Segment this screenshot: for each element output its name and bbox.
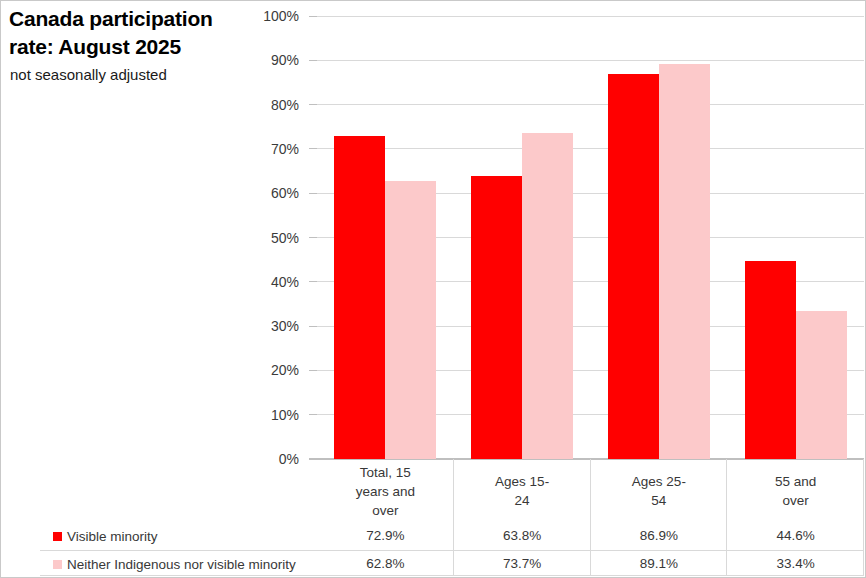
legend-swatch-neither <box>53 560 62 569</box>
y-axis-label: 80% <box>237 96 299 114</box>
category-label-line: 55 and <box>775 472 816 491</box>
bar-neither-1 <box>522 133 573 459</box>
bar-neither-3 <box>796 311 847 459</box>
y-axis-tick <box>309 414 317 415</box>
chart-title: Canada participation rate: August 2025 <box>9 5 239 61</box>
table-value-r0-c0: 72.9% <box>317 521 454 550</box>
bar-visible-minority-2 <box>608 74 659 459</box>
table-value-r1-c2: 89.1% <box>591 552 728 575</box>
y-axis-label: 60% <box>237 184 299 202</box>
y-axis-tick <box>309 60 317 61</box>
y-axis-tick <box>309 237 317 238</box>
category-label-line: Ages 15- <box>495 472 549 491</box>
legend-item-neither: Neither Indigenous nor visible minority <box>53 553 296 575</box>
category-label-1: Ages 15-24 <box>454 461 591 521</box>
y-axis-label: 20% <box>237 361 299 379</box>
legend-label-visible-minority: Visible minority <box>67 529 158 544</box>
legend-swatch-visible-minority <box>53 532 62 541</box>
legend-label-neither: Neither Indigenous nor visible minority <box>67 557 296 572</box>
bar-visible-minority-1 <box>471 176 522 459</box>
table-value-r0-c2: 86.9% <box>591 521 728 550</box>
category-label-line: Ages 25- <box>632 472 686 491</box>
gridline <box>317 60 864 61</box>
y-axis-tick <box>309 281 317 282</box>
category-label-line: 54 <box>651 491 666 510</box>
chart-container: Canada participation rate: August 2025 n… <box>0 0 866 578</box>
table-value-r1-c3: 33.4% <box>727 552 864 575</box>
table-value-r1-c0: 62.8% <box>317 552 454 575</box>
legend-item-visible-minority: Visible minority <box>53 525 158 547</box>
table-value-r1-c1: 73.7% <box>454 552 591 575</box>
y-axis-tick <box>309 16 317 17</box>
bar-neither-2 <box>659 64 710 459</box>
gridline <box>317 148 864 149</box>
y-axis-label: 100% <box>237 7 299 25</box>
y-axis-label: 90% <box>237 51 299 69</box>
y-axis-label: 70% <box>237 140 299 158</box>
gridline <box>317 104 864 105</box>
category-label-3: 55 andover <box>727 461 864 521</box>
category-label-0: Total, 15years andover <box>317 461 454 521</box>
table-column-divider <box>590 459 591 576</box>
y-axis-label: 30% <box>237 317 299 335</box>
y-axis-tick <box>309 193 317 194</box>
table-column-divider <box>453 459 454 576</box>
category-label-line: over <box>782 491 808 510</box>
y-axis-tick <box>309 104 317 105</box>
bar-neither-0 <box>385 181 436 459</box>
bar-visible-minority-0 <box>334 136 385 459</box>
y-axis-tick <box>309 148 317 149</box>
y-axis-tick <box>309 370 317 371</box>
category-label-2: Ages 25-54 <box>591 461 728 521</box>
category-label-line: years and <box>356 482 415 501</box>
y-axis-label: 50% <box>237 229 299 247</box>
bar-visible-minority-3 <box>745 261 796 459</box>
category-label-line: Total, 15 <box>360 463 411 482</box>
y-axis-label: 10% <box>237 406 299 424</box>
category-label-line: over <box>372 501 398 520</box>
gridline <box>317 16 864 17</box>
table-value-r0-c1: 63.8% <box>454 521 591 550</box>
table-column-divider <box>863 459 864 576</box>
y-axis-label: 40% <box>237 273 299 291</box>
chart-subtitle: not seasonally adjusted <box>10 65 250 85</box>
y-axis-tick <box>309 326 317 327</box>
category-label-line: 24 <box>515 491 530 510</box>
table-value-r0-c3: 44.6% <box>727 521 864 550</box>
table-column-divider <box>726 459 727 576</box>
y-axis-label: 0% <box>237 450 299 468</box>
